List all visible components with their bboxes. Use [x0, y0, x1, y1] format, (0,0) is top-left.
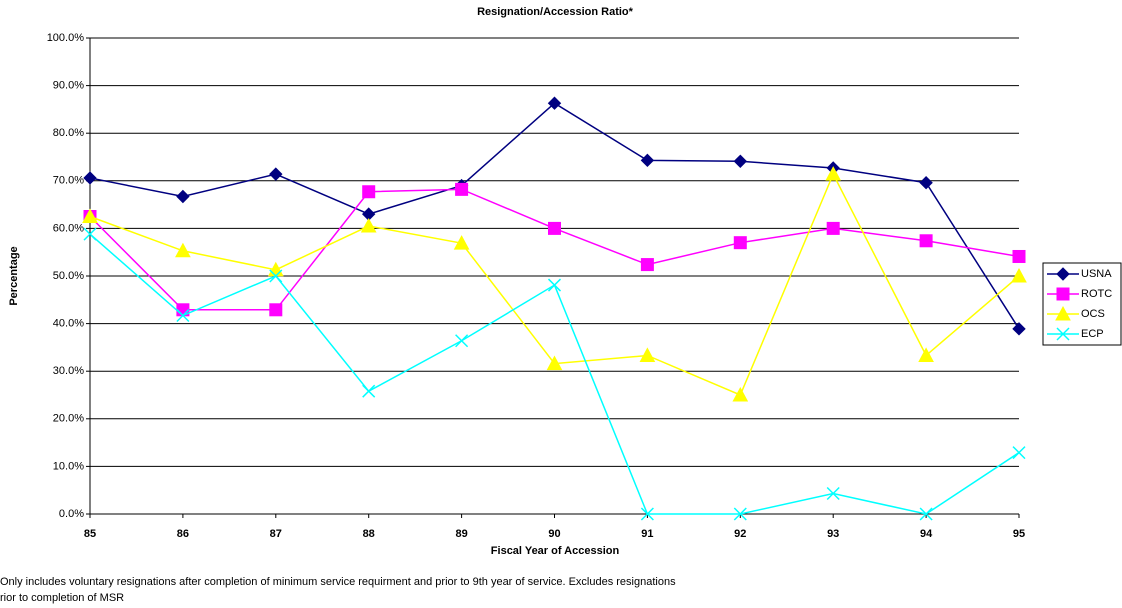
y-tick-label: 0.0% [59, 508, 84, 520]
legend-marker [1056, 327, 1070, 341]
legend-marker [1055, 305, 1071, 321]
data-point [269, 269, 283, 283]
y-tick-label: 30.0% [53, 365, 84, 377]
data-point [453, 235, 470, 250]
data-point [82, 208, 98, 223]
data-point [547, 96, 562, 110]
x-tick-label: 89 [455, 528, 467, 540]
data-point [269, 303, 283, 317]
legend-label: OCS [1081, 308, 1105, 320]
data-point [455, 182, 469, 196]
x-tick-label: 88 [363, 528, 375, 540]
legend-label: ROTC [1081, 288, 1112, 300]
legend-box [1042, 262, 1122, 346]
data-point [1012, 446, 1026, 460]
series-line [89, 188, 1020, 311]
y-tick-label: 10.0% [53, 460, 84, 472]
y-tick-label: 90.0% [53, 80, 84, 92]
x-tick-label: 95 [1013, 528, 1025, 540]
data-point [1012, 249, 1026, 263]
x-tick-label: 90 [548, 528, 560, 540]
y-tick-label: 70.0% [53, 175, 84, 187]
x-tick-label: 94 [920, 528, 933, 540]
y-tick-label: 100.0% [47, 32, 85, 44]
y-tick-label: 40.0% [53, 318, 84, 330]
x-tick-label: 92 [734, 528, 746, 540]
data-point [732, 386, 749, 402]
data-point [733, 507, 747, 521]
data-point [733, 236, 747, 250]
data-point [1012, 322, 1026, 336]
data-point [546, 355, 563, 371]
x-tick-label: 87 [270, 528, 282, 540]
data-point [362, 185, 376, 199]
data-point [455, 334, 469, 348]
data-point [825, 166, 842, 181]
legend-label: USNA [1081, 268, 1112, 280]
data-point [176, 308, 190, 323]
data-point [362, 384, 376, 398]
legend-label: ECP [1081, 328, 1104, 340]
data-point [360, 217, 377, 233]
data-point [640, 153, 655, 168]
x-tick-label: 86 [177, 528, 189, 540]
data-point [826, 487, 840, 501]
data-point [919, 507, 933, 521]
data-point [918, 347, 934, 362]
data-point [269, 167, 283, 181]
data-point [639, 347, 656, 362]
data-point [176, 189, 190, 204]
data-point [919, 175, 933, 190]
data-point [1011, 267, 1027, 283]
y-axis-label: Percentage [8, 246, 20, 305]
x-axis-label: Fiscal Year of Accession [491, 545, 620, 557]
data-point [733, 154, 748, 168]
data-point [83, 171, 97, 185]
data-point [83, 227, 97, 241]
data-point [548, 221, 561, 235]
x-tick-label: 85 [84, 528, 96, 540]
data-point [175, 242, 191, 258]
data-point [547, 278, 562, 292]
footnote: Only includes voluntary resignations aft… [0, 576, 676, 588]
y-tick-label: 80.0% [53, 127, 84, 139]
chart-title: Resignation/Accession Ratio* [477, 6, 634, 18]
data-point [640, 258, 654, 272]
data-point [919, 234, 933, 248]
x-tick-label: 91 [641, 528, 653, 540]
y-tick-label: 50.0% [53, 270, 84, 282]
x-tick-label: 93 [827, 528, 839, 540]
footnote: rior to completion of MSR [0, 592, 124, 604]
y-tick-label: 60.0% [53, 222, 84, 234]
legend-marker [1056, 267, 1070, 281]
data-point [640, 507, 654, 521]
y-tick-label: 20.0% [53, 413, 84, 425]
data-point [826, 221, 840, 235]
legend-marker [1056, 287, 1070, 301]
